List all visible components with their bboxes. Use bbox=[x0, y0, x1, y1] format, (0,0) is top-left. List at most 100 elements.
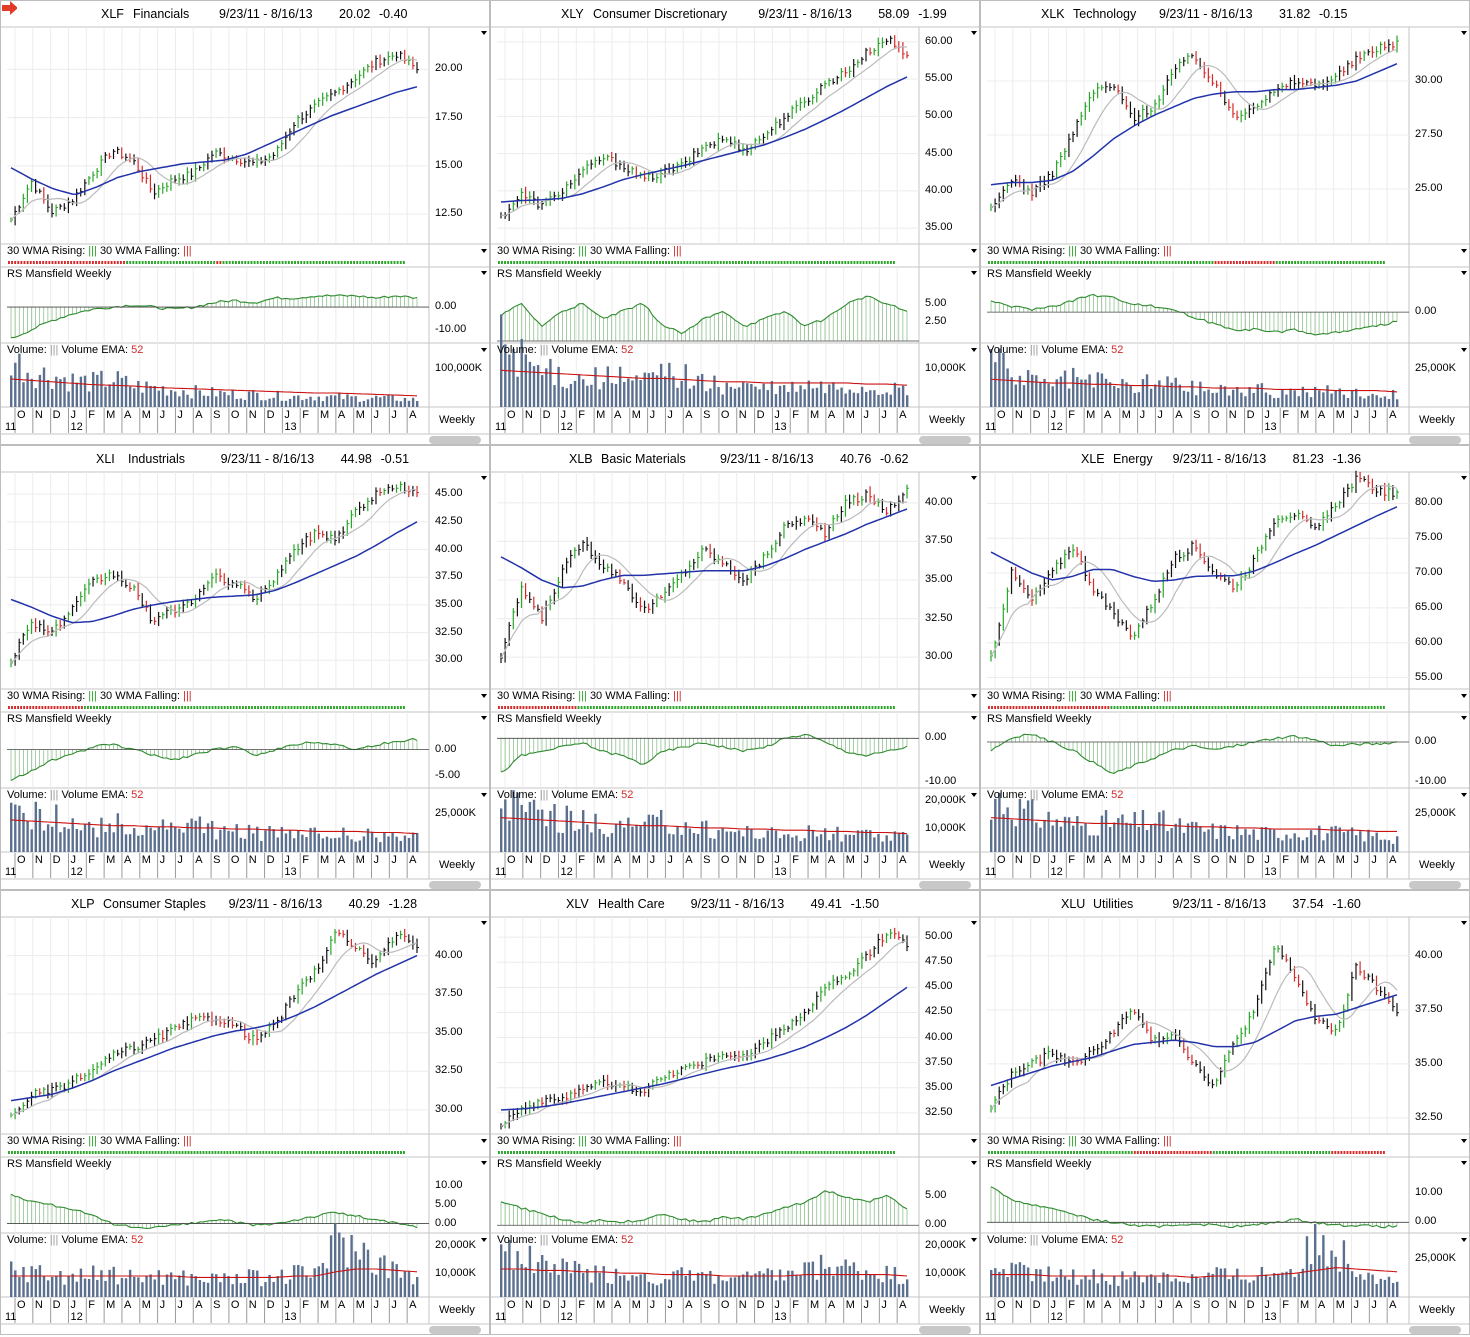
timeframe-weekly-label[interactable]: Weekly bbox=[929, 414, 965, 426]
settings-dropdown-icon[interactable] bbox=[481, 271, 487, 275]
wma-signal-dot bbox=[281, 706, 284, 709]
settings-dropdown-icon[interactable] bbox=[971, 694, 977, 698]
wma-signal-dot bbox=[660, 706, 663, 709]
settings-dropdown-icon[interactable] bbox=[1461, 271, 1467, 275]
wma-signal-dot bbox=[61, 1151, 64, 1154]
wma-signal-dot bbox=[160, 261, 163, 264]
volume-bar bbox=[206, 823, 210, 852]
volume-bar bbox=[157, 826, 161, 852]
settings-dropdown-icon[interactable] bbox=[971, 476, 977, 480]
wma-signal-dot bbox=[314, 706, 317, 709]
settings-dropdown-icon[interactable] bbox=[971, 716, 977, 720]
volume-bar bbox=[627, 817, 630, 852]
wma-signal-dot bbox=[731, 261, 734, 264]
timeframe-weekly-label[interactable]: Weekly bbox=[1419, 859, 1455, 871]
wma-signal-dot bbox=[1309, 706, 1312, 709]
price-axis-label: 65.00 bbox=[1415, 600, 1443, 613]
volume-bar bbox=[770, 381, 774, 407]
settings-dropdown-icon[interactable] bbox=[971, 793, 977, 797]
month-label: F bbox=[1282, 409, 1289, 421]
wma-signal-dot bbox=[1263, 706, 1266, 709]
volume-text: Volume: bbox=[7, 1234, 50, 1246]
wma-rising-label: 30 WMA Rising: bbox=[7, 1135, 86, 1147]
settings-dropdown-icon[interactable] bbox=[971, 31, 977, 35]
settings-dropdown-icon[interactable] bbox=[1461, 694, 1467, 698]
wma-signal-dot bbox=[698, 261, 701, 264]
wma-signal-dot bbox=[1294, 261, 1297, 264]
volume-bar bbox=[112, 1266, 115, 1297]
timeframe-weekly-label[interactable]: Weekly bbox=[929, 859, 965, 871]
horizontal-scrollbar[interactable] bbox=[919, 881, 971, 889]
wma-signal-dot bbox=[1012, 706, 1015, 709]
settings-dropdown-icon[interactable] bbox=[971, 249, 977, 253]
wma-signal-dot bbox=[82, 261, 85, 264]
wma-signal-dot bbox=[640, 261, 643, 264]
settings-dropdown-icon[interactable] bbox=[481, 1238, 487, 1242]
month-label: J bbox=[667, 409, 673, 421]
volume-bar bbox=[1322, 840, 1325, 852]
volume-bar bbox=[565, 805, 569, 852]
volume-bar bbox=[676, 387, 679, 407]
wma-signal-dot bbox=[626, 706, 629, 709]
wma-signal-dot bbox=[844, 261, 847, 264]
settings-dropdown-icon[interactable] bbox=[971, 271, 977, 275]
settings-dropdown-icon[interactable] bbox=[1461, 716, 1467, 720]
wma-signal-dot bbox=[1321, 706, 1324, 709]
settings-dropdown-icon[interactable] bbox=[1461, 31, 1467, 35]
horizontal-scrollbar[interactable] bbox=[429, 436, 481, 444]
settings-dropdown-icon[interactable] bbox=[1461, 793, 1467, 797]
wma-signal-dot bbox=[684, 706, 687, 709]
wma-signal-dot bbox=[199, 706, 202, 709]
settings-dropdown-icon[interactable] bbox=[1461, 348, 1467, 352]
horizontal-scrollbar[interactable] bbox=[919, 436, 971, 444]
wma-signal-dot bbox=[1128, 706, 1131, 709]
settings-dropdown-icon[interactable] bbox=[481, 476, 487, 480]
horizontal-scrollbar[interactable] bbox=[429, 1326, 481, 1334]
settings-dropdown-icon[interactable] bbox=[481, 31, 487, 35]
settings-dropdown-icon[interactable] bbox=[481, 921, 487, 925]
settings-dropdown-icon[interactable] bbox=[971, 348, 977, 352]
volume-bar bbox=[1162, 387, 1165, 407]
settings-dropdown-icon[interactable] bbox=[1461, 249, 1467, 253]
price-axis-label: 70.00 bbox=[1415, 566, 1443, 579]
wma-signal-dot bbox=[886, 706, 889, 709]
wma-signal-dot bbox=[184, 706, 187, 709]
volume-bar bbox=[178, 828, 181, 852]
horizontal-scrollbar[interactable] bbox=[429, 881, 481, 889]
volume-label: Volume: ||| Volume EMA: 52 bbox=[497, 344, 633, 356]
settings-dropdown-icon[interactable] bbox=[481, 249, 487, 253]
settings-dropdown-icon[interactable] bbox=[481, 694, 487, 698]
timeframe-weekly-label[interactable]: Weekly bbox=[439, 1304, 475, 1316]
horizontal-scrollbar[interactable] bbox=[1409, 436, 1461, 444]
wma-signal-dot bbox=[54, 261, 57, 264]
wma-signal-dot bbox=[113, 261, 116, 264]
volume-bar bbox=[1383, 396, 1387, 407]
wma-signal-dot bbox=[829, 261, 832, 264]
timeframe-weekly-label[interactable]: Weekly bbox=[439, 414, 475, 426]
red-arrow-icon[interactable] bbox=[1, 1, 17, 15]
volume-bar bbox=[284, 400, 288, 407]
wma-signal-dot bbox=[1300, 261, 1303, 264]
wma-signal-dot bbox=[1330, 261, 1333, 264]
timeframe-weekly-label[interactable]: Weekly bbox=[439, 859, 475, 871]
wma-signal-dot bbox=[850, 261, 853, 264]
wma-signal-dot bbox=[315, 261, 318, 264]
timeframe-weekly-label[interactable]: Weekly bbox=[1419, 414, 1455, 426]
wma-signal-dot bbox=[216, 261, 219, 264]
month-label: M bbox=[631, 854, 641, 866]
volume-bar bbox=[10, 375, 13, 407]
wma-signal-dot bbox=[1098, 261, 1101, 264]
horizontal-scrollbar[interactable] bbox=[1409, 881, 1461, 889]
settings-dropdown-icon[interactable] bbox=[481, 793, 487, 797]
settings-dropdown-icon[interactable] bbox=[1461, 476, 1467, 480]
settings-dropdown-icon[interactable] bbox=[481, 716, 487, 720]
wma-signal-dot bbox=[877, 706, 880, 709]
settings-dropdown-icon[interactable] bbox=[481, 348, 487, 352]
volume-bar bbox=[133, 388, 136, 407]
wma-signal-dot bbox=[1171, 261, 1174, 264]
rs-axis-label: -10.00 bbox=[1415, 775, 1447, 787]
wma-signal-dot bbox=[727, 706, 730, 709]
settings-dropdown-icon[interactable] bbox=[481, 1161, 487, 1165]
settings-dropdown-icon[interactable] bbox=[481, 1139, 487, 1143]
month-label: O bbox=[17, 854, 26, 866]
